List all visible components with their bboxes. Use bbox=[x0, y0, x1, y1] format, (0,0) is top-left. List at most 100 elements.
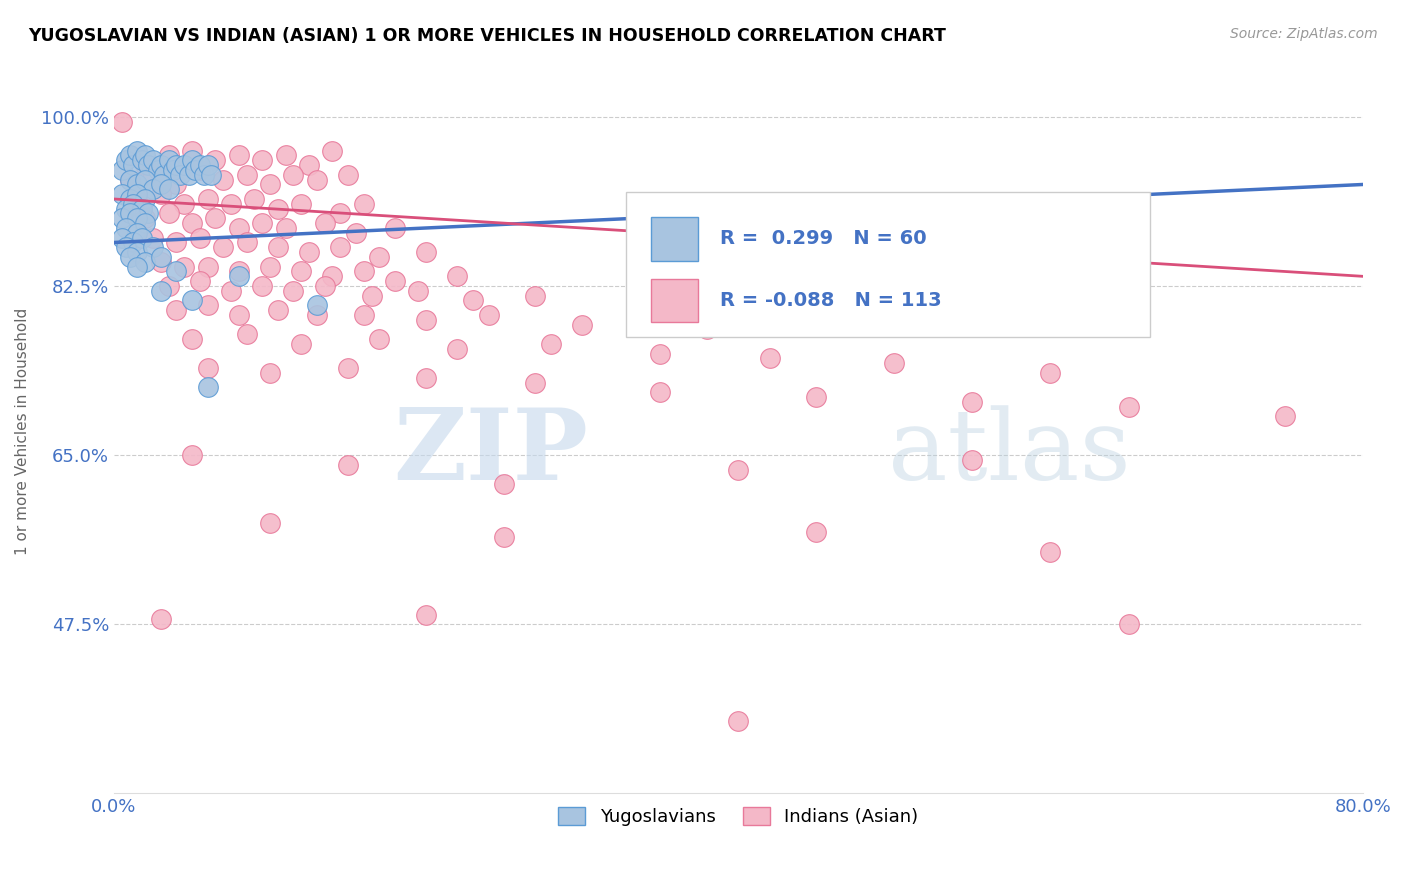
Point bbox=[415, 371, 437, 385]
Point bbox=[127, 245, 149, 260]
Point bbox=[121, 196, 143, 211]
Point bbox=[962, 453, 984, 467]
Point bbox=[157, 148, 180, 162]
Point bbox=[384, 221, 406, 235]
Point bbox=[243, 192, 266, 206]
Point bbox=[134, 158, 156, 172]
Point bbox=[197, 260, 219, 274]
Point bbox=[212, 172, 235, 186]
Point bbox=[571, 318, 593, 332]
Point bbox=[228, 269, 250, 284]
Point bbox=[259, 516, 281, 530]
Point bbox=[136, 206, 159, 220]
Point bbox=[883, 356, 905, 370]
Point bbox=[540, 337, 562, 351]
Point bbox=[165, 303, 187, 318]
Point bbox=[181, 144, 204, 158]
Point bbox=[235, 235, 257, 250]
Point bbox=[131, 230, 153, 244]
Text: YUGOSLAVIAN VS INDIAN (ASIAN) 1 OR MORE VEHICLES IN HOUSEHOLD CORRELATION CHART: YUGOSLAVIAN VS INDIAN (ASIAN) 1 OR MORE … bbox=[28, 27, 946, 45]
Point bbox=[111, 211, 134, 226]
Point bbox=[149, 612, 172, 626]
Point bbox=[157, 153, 180, 168]
Point bbox=[353, 308, 375, 322]
Point bbox=[368, 332, 391, 346]
Point bbox=[337, 458, 360, 472]
Point bbox=[1274, 409, 1296, 424]
Point bbox=[127, 187, 149, 202]
Point bbox=[228, 308, 250, 322]
Point bbox=[228, 264, 250, 278]
Point bbox=[415, 607, 437, 622]
Point bbox=[118, 250, 141, 264]
Text: R =  0.299   N = 60: R = 0.299 N = 60 bbox=[720, 229, 927, 248]
Point bbox=[153, 168, 176, 182]
Point bbox=[118, 206, 141, 220]
Point bbox=[157, 182, 180, 196]
Point bbox=[368, 250, 391, 264]
Text: atlas: atlas bbox=[889, 405, 1130, 500]
Point bbox=[494, 530, 516, 544]
Point bbox=[337, 168, 360, 182]
Point bbox=[696, 322, 718, 336]
Y-axis label: 1 or more Vehicles in Household: 1 or more Vehicles in Household bbox=[15, 308, 30, 555]
Point bbox=[650, 385, 672, 400]
Point bbox=[337, 361, 360, 376]
Point bbox=[212, 240, 235, 254]
Point bbox=[165, 178, 187, 192]
Point bbox=[149, 187, 172, 202]
Point bbox=[321, 269, 343, 284]
Point bbox=[162, 163, 184, 178]
Point bbox=[415, 245, 437, 260]
Point bbox=[134, 192, 156, 206]
Point bbox=[118, 172, 141, 186]
Point bbox=[149, 255, 172, 269]
Point bbox=[806, 525, 828, 540]
Point bbox=[219, 196, 242, 211]
Point bbox=[446, 342, 468, 356]
Point bbox=[314, 216, 336, 230]
Point bbox=[727, 714, 749, 728]
Point bbox=[131, 202, 153, 216]
Point bbox=[650, 346, 672, 360]
Point bbox=[142, 168, 165, 182]
Point bbox=[290, 196, 312, 211]
Point bbox=[806, 390, 828, 404]
Point bbox=[415, 313, 437, 327]
Text: Source: ZipAtlas.com: Source: ZipAtlas.com bbox=[1230, 27, 1378, 41]
Point bbox=[121, 235, 143, 250]
Point bbox=[329, 240, 352, 254]
Point bbox=[181, 293, 204, 308]
Point bbox=[197, 380, 219, 394]
Point bbox=[131, 153, 153, 168]
Point bbox=[111, 230, 134, 244]
Point bbox=[259, 178, 281, 192]
Point bbox=[115, 221, 138, 235]
Point bbox=[157, 279, 180, 293]
Point bbox=[111, 187, 134, 202]
Point bbox=[461, 293, 484, 308]
Point bbox=[267, 303, 290, 318]
Point bbox=[259, 366, 281, 380]
Point bbox=[115, 153, 138, 168]
Point bbox=[384, 274, 406, 288]
Point bbox=[1118, 400, 1140, 414]
Point bbox=[477, 308, 499, 322]
Point bbox=[298, 158, 321, 172]
Point bbox=[408, 284, 430, 298]
Point bbox=[329, 206, 352, 220]
Point bbox=[165, 264, 187, 278]
Point bbox=[181, 216, 204, 230]
Point bbox=[524, 376, 547, 390]
Point bbox=[197, 361, 219, 376]
Point bbox=[446, 269, 468, 284]
Point bbox=[134, 216, 156, 230]
Point bbox=[149, 158, 172, 172]
Point bbox=[259, 260, 281, 274]
Point bbox=[274, 221, 297, 235]
Point bbox=[127, 226, 149, 240]
Point bbox=[298, 245, 321, 260]
Point bbox=[283, 168, 305, 182]
Point bbox=[197, 158, 219, 172]
Point bbox=[228, 148, 250, 162]
